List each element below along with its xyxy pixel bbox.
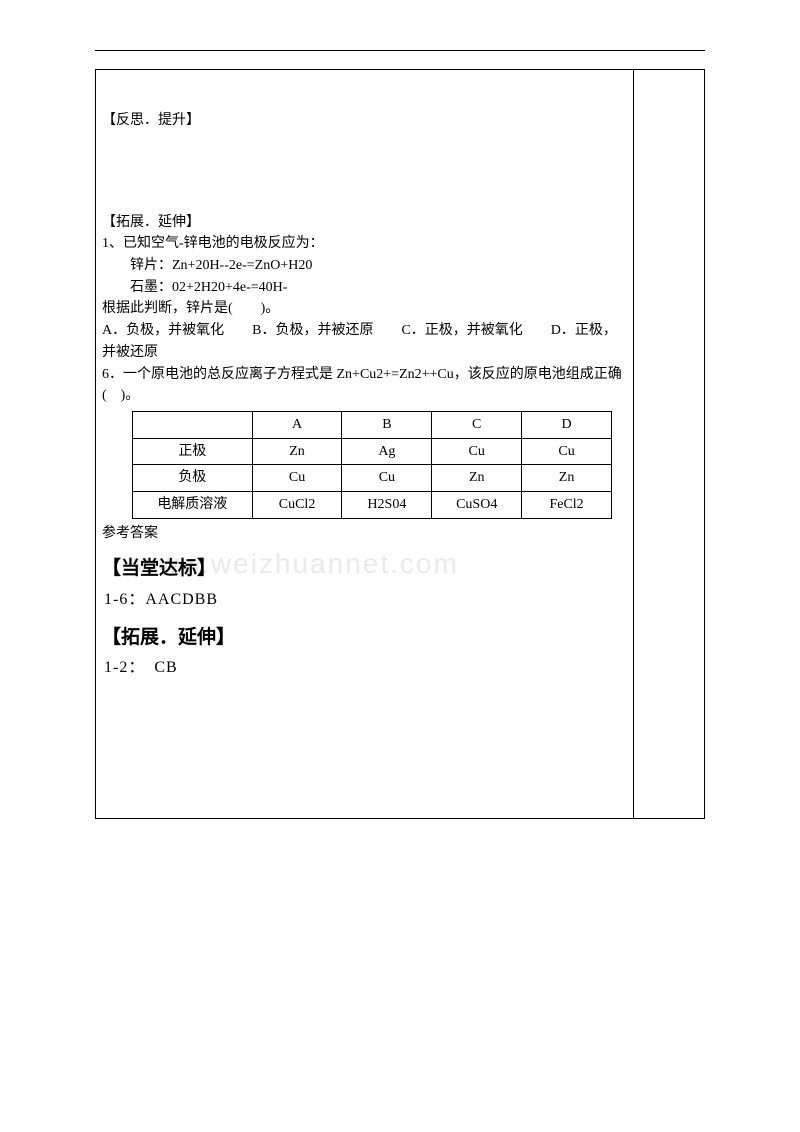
table-cell: C bbox=[432, 411, 522, 438]
table-cell: Cu bbox=[432, 438, 522, 465]
answer-label: 参考答案 bbox=[102, 523, 624, 545]
page: www.weizhuannet.com 【反思．提升】 【拓展．延伸】 1、已知… bbox=[0, 0, 800, 1132]
table-cell: B bbox=[342, 411, 432, 438]
table-cell: Cu bbox=[522, 438, 612, 465]
table-cell: 电解质溶液 bbox=[133, 491, 253, 518]
table-row: A B C D bbox=[133, 411, 612, 438]
table-cell: FeCl2 bbox=[522, 491, 612, 518]
table-cell: D bbox=[522, 411, 612, 438]
table-cell: H2S04 bbox=[342, 491, 432, 518]
table-cell: 负极 bbox=[133, 465, 253, 492]
table-cell: CuSO4 bbox=[432, 491, 522, 518]
reflect-heading: 【反思．提升】 bbox=[102, 110, 624, 132]
table-cell: CuCl2 bbox=[252, 491, 342, 518]
q1-line3: 石墨：02+2H20+4e-=40H- bbox=[102, 277, 624, 299]
main-column: 【反思．提升】 【拓展．延伸】 1、已知空气-锌电池的电极反应为： 锌片：Zn+… bbox=[96, 70, 704, 697]
table-row: 正极 Zn Ag Cu Cu bbox=[133, 438, 612, 465]
extend-answer: 1-2： CB bbox=[104, 656, 624, 681]
spacer bbox=[102, 132, 624, 212]
dangtang-heading: 【当堂达标】 bbox=[102, 554, 624, 583]
table-cell: Cu bbox=[342, 465, 432, 492]
q1-line2: 锌片：Zn+20H--2e-=ZnO+H20 bbox=[102, 255, 624, 277]
table-cell: 正极 bbox=[133, 438, 253, 465]
extend-heading-2: 【拓展．延伸】 bbox=[102, 623, 624, 652]
table-row: 电解质溶液 CuCl2 H2S04 CuSO4 FeCl2 bbox=[133, 491, 612, 518]
q1-line4: 根据此判断，锌片是( )。 bbox=[102, 298, 624, 320]
extend-heading: 【拓展．延伸】 bbox=[102, 212, 624, 234]
table-cell: Zn bbox=[252, 438, 342, 465]
spacer bbox=[102, 78, 624, 110]
table-cell: Cu bbox=[252, 465, 342, 492]
q6-line1: 6．一个原电池的总反应离子方程式是 Zn+Cu2+=Zn2++Cu，该反应的原电… bbox=[102, 364, 624, 407]
dangtang-answer: 1-6：AACDBB bbox=[104, 588, 624, 613]
table-row: 负极 Cu Cu Zn Zn bbox=[133, 465, 612, 492]
top-rule bbox=[95, 50, 705, 51]
q1-line1: 1、已知空气-锌电池的电极反应为： bbox=[102, 233, 624, 255]
battery-table: A B C D 正极 Zn Ag Cu Cu 负极 Cu Cu Zn bbox=[132, 411, 612, 519]
content-frame: www.weizhuannet.com 【反思．提升】 【拓展．延伸】 1、已知… bbox=[95, 69, 705, 819]
table-cell: Ag bbox=[342, 438, 432, 465]
table-cell bbox=[133, 411, 253, 438]
table-cell: Zn bbox=[432, 465, 522, 492]
column-divider bbox=[633, 70, 634, 818]
table-cell: A bbox=[252, 411, 342, 438]
q1-options: A．负极，并被氧化 B．负极，并被还原 C．正极，并被氧化 D．正极，并被还原 bbox=[102, 320, 624, 363]
table-cell: Zn bbox=[522, 465, 612, 492]
